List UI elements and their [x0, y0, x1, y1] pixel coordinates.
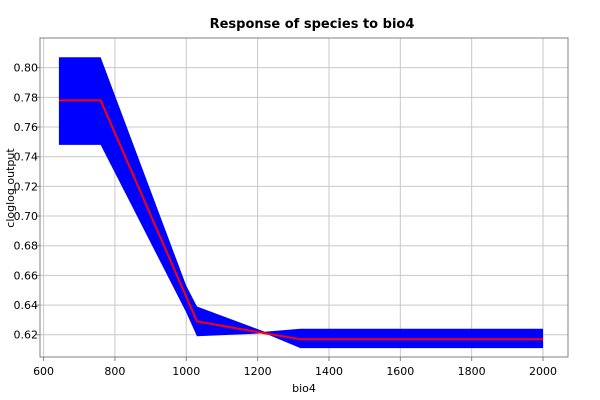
y-tick-label: 0.72 — [14, 180, 39, 193]
y-tick-label: 0.76 — [14, 121, 39, 134]
confidence-band — [58, 57, 544, 349]
x-tick-label: 800 — [104, 365, 125, 378]
x-tick-label: 1400 — [315, 365, 343, 378]
y-tick-label: 0.68 — [14, 240, 39, 253]
y-tick-label: 0.70 — [14, 210, 39, 223]
x-tick-label: 1800 — [458, 365, 486, 378]
y-tick-label: 0.80 — [14, 62, 39, 75]
x-tick-label: 1600 — [386, 365, 414, 378]
y-tick-label: 0.78 — [14, 91, 39, 104]
chart-title: Response of species to bio4 — [210, 17, 415, 32]
y-axis: 0.62 0.64 0.66 0.68 0.70 0.72 0.74 0.76 0.78 0.80 — [14, 62, 40, 342]
y-tick-label: 0.66 — [14, 269, 39, 282]
x-tick-label: 600 — [33, 365, 54, 378]
grid — [40, 38, 568, 357]
plot-area — [58, 57, 544, 349]
x-tick-label: 1200 — [244, 365, 272, 378]
plot-frame — [39, 37, 569, 358]
y-tick-label: 0.64 — [14, 299, 39, 312]
y-tick-label: 0.62 — [14, 329, 39, 342]
x-tick-label: 2000 — [529, 365, 557, 378]
x-axis-label: bio4 — [292, 382, 316, 395]
x-axis: 600 800 1000 1200 1400 1600 1800 2000 — [33, 357, 557, 378]
x-tick-label: 1000 — [172, 365, 200, 378]
response-line — [58, 99, 544, 341]
y-axis-label: cloglog output — [4, 148, 17, 228]
y-tick-label: 0.74 — [14, 151, 39, 164]
